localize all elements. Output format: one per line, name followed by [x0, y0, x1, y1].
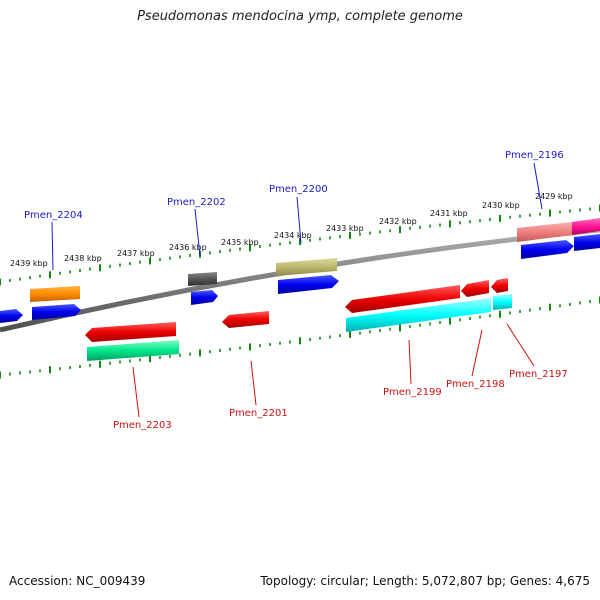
feature-pmen-2201-gene[interactable]: [222, 311, 269, 328]
gene-label-pmen-2198[interactable]: Pmen_2198: [446, 379, 505, 390]
kbp-label-2430: 2430 kbp: [482, 201, 520, 210]
feature-pmen-2196-gene[interactable]: [521, 240, 574, 259]
gene-label-pmen-2197[interactable]: Pmen_2197: [509, 369, 568, 380]
accession-text: Accession: NC_009439: [9, 574, 146, 588]
kbp-label-2437: 2437 kbp: [117, 249, 155, 258]
gene-label-pmen-2200[interactable]: Pmen_2200: [269, 184, 328, 195]
leader-pmen-2199: [408, 339, 412, 385]
kbp-label-2432: 2432 kbp: [379, 217, 417, 226]
kbp-label-2429: 2429 kbp: [535, 192, 573, 201]
feature-pmen-2200-cog[interactable]: [276, 258, 337, 276]
kbp-label-2431: 2431 kbp: [430, 209, 468, 218]
kbp-label-2435: 2435 kbp: [221, 238, 259, 247]
feature-pmen-2198-cog[interactable]: [493, 294, 512, 310]
feature-pmen-2204-cog[interactable]: [30, 286, 80, 302]
gene-label-pmen-2199[interactable]: Pmen_2199: [383, 387, 442, 398]
leader-pmen-2204: [51, 221, 54, 271]
feature-pmen-2202-gene[interactable]: [191, 290, 218, 305]
gene-label-pmen-2202[interactable]: Pmen_2202: [167, 197, 226, 208]
tick-track-forward: [0, 204, 600, 286]
leader-pmen-2201: [250, 360, 257, 406]
leader-pmen-2202: [194, 208, 201, 257]
feature-gene-left-edge[interactable]: [0, 309, 23, 323]
gene-label-pmen-2204[interactable]: Pmen_2204: [24, 210, 83, 221]
feature-pmen-2199-cog[interactable]: [346, 298, 491, 332]
feature-pmen-2203-gene[interactable]: [85, 322, 176, 342]
gene-label-pmen-2201[interactable]: Pmen_2201: [229, 408, 288, 419]
feature-pmen-2198-gene[interactable]: [461, 280, 489, 297]
leader-pmen-2196: [533, 162, 543, 210]
kbp-label-2433: 2433 kbp: [326, 224, 364, 233]
leader-pmen-2203: [132, 366, 140, 418]
topology-text: Topology: circular; Length: 5,072,807 bp…: [260, 574, 590, 588]
feature-pmen-2200-gene[interactable]: [278, 275, 339, 294]
feature-pmen-2197-gene[interactable]: [491, 278, 508, 293]
kbp-label-2438: 2438 kbp: [64, 254, 102, 263]
tick-track-reverse: [0, 296, 600, 379]
leader-pmen-2198: [471, 329, 483, 377]
leader-pmen-2200: [296, 196, 302, 244]
feature-pmen-2202-cog[interactable]: [188, 272, 217, 286]
feature-pmen-2196-cog[interactable]: [517, 222, 572, 242]
page-title: Pseudomonas mendocina ymp, complete geno…: [137, 9, 463, 24]
kbp-label-2436: 2436 kbp: [169, 243, 207, 252]
kbp-label-2434: 2434 kbp: [274, 231, 312, 240]
feature-next-gene[interactable]: [574, 234, 600, 251]
feature-pmen-2203-cog[interactable]: [87, 340, 179, 361]
gene-label-pmen-2203[interactable]: Pmen_2203: [113, 420, 172, 431]
feature-pmen-2204-gene[interactable]: [32, 304, 81, 320]
feature-next-cog[interactable]: [572, 218, 600, 235]
gene-label-pmen-2196[interactable]: Pmen_2196: [505, 150, 564, 161]
kbp-label-2439: 2439 kbp: [10, 259, 48, 268]
leader-pmen-2197: [506, 323, 535, 367]
feature-pmen-2199-gene[interactable]: [345, 285, 460, 313]
